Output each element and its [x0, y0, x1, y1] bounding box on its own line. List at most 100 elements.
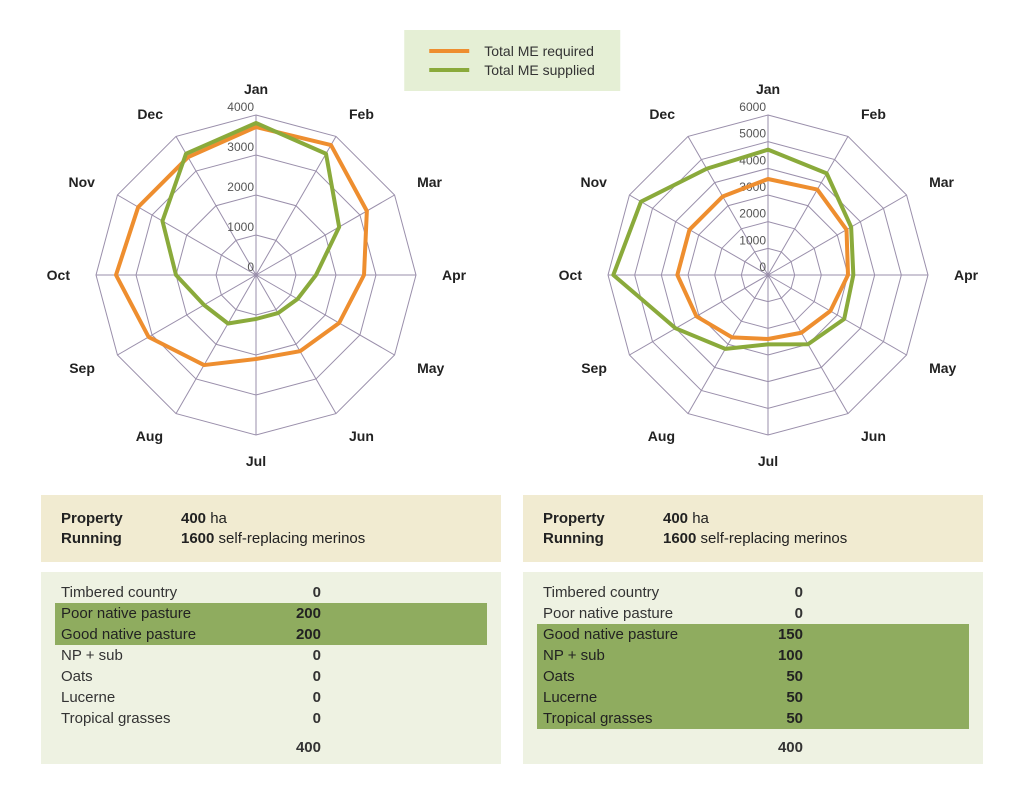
grid-spoke	[629, 275, 768, 355]
land-label: Oats	[61, 668, 261, 685]
table-left: Property 400 ha Running 1600 self-replac…	[41, 495, 501, 764]
property-label: Property	[543, 510, 663, 527]
month-label: Oct	[47, 267, 71, 283]
month-label: Feb	[349, 106, 374, 122]
land-label: Tropical grasses	[61, 710, 261, 727]
land-total-value: 400	[743, 739, 803, 756]
land-total-row: 400	[61, 733, 481, 756]
land-row: Poor native pasture200	[55, 603, 487, 624]
land-value: 100	[743, 647, 803, 664]
tick-label: 1000	[739, 233, 766, 247]
grid-spoke	[176, 275, 256, 414]
land-row: Oats50	[537, 666, 969, 687]
running-unit: self-replacing merinos	[701, 530, 848, 547]
land-value: 200	[261, 605, 321, 622]
month-label: Aug	[648, 428, 675, 444]
month-label: Jun	[861, 428, 886, 444]
land-label: Timbered country	[61, 584, 261, 601]
land-value: 50	[743, 710, 803, 727]
land-row: Tropical grasses50	[537, 708, 969, 729]
property-box: Property 400 ha Running 1600 self-replac…	[41, 495, 501, 562]
running-label: Running	[61, 530, 181, 547]
radar-chart-left: 01000200030004000JanFebMarAprMayJunJulAu…	[16, 60, 496, 480]
land-row: Lucerne50	[537, 687, 969, 708]
land-row: Tropical grasses0	[55, 708, 487, 729]
land-label: Poor native pasture	[61, 605, 261, 622]
legend-item: Total ME required	[429, 43, 595, 59]
month-label: Nov	[68, 174, 95, 190]
month-label: Jan	[244, 81, 268, 97]
month-label: Jul	[246, 453, 266, 469]
land-value: 150	[743, 626, 803, 643]
tick-label: 0	[759, 260, 766, 274]
month-label: Apr	[954, 267, 979, 283]
land-value: 50	[743, 668, 803, 685]
month-label: Sep	[581, 360, 607, 376]
month-label: May	[929, 360, 956, 376]
land-box-right: Timbered country0Poor native pasture0Goo…	[523, 572, 983, 764]
land-label: Tropical grasses	[543, 710, 743, 727]
month-label: May	[417, 360, 444, 376]
land-value: 0	[743, 605, 803, 622]
tick-label: 4000	[227, 100, 254, 114]
land-value: 0	[261, 668, 321, 685]
land-row: Lucerne0	[55, 687, 487, 708]
property-unit: ha	[210, 510, 227, 527]
month-label: Dec	[137, 106, 163, 122]
land-total-row: 400	[543, 733, 963, 756]
land-row: NP + sub100	[537, 645, 969, 666]
tick-label: 2000	[739, 207, 766, 221]
tables-row: Property 400 ha Running 1600 self-replac…	[0, 495, 1024, 764]
property-value: 400	[663, 510, 688, 527]
table-right: Property 400 ha Running 1600 self-replac…	[523, 495, 983, 764]
grid-spoke	[768, 195, 907, 275]
tick-label: 2000	[227, 180, 254, 194]
land-label: Lucerne	[61, 689, 261, 706]
month-label: Jun	[349, 428, 374, 444]
month-label: Jul	[758, 453, 778, 469]
month-label: Oct	[559, 267, 583, 283]
land-value: 50	[743, 689, 803, 706]
land-label: NP + sub	[543, 647, 743, 664]
running-value: 1600	[663, 530, 696, 547]
tick-label: 0	[247, 260, 254, 274]
running-unit: self-replacing merinos	[219, 530, 366, 547]
month-label: Apr	[442, 267, 467, 283]
month-label: Aug	[136, 428, 163, 444]
land-row: Good native pasture150	[537, 624, 969, 645]
land-value: 200	[261, 626, 321, 643]
land-value: 0	[261, 647, 321, 664]
grid-spoke	[256, 195, 395, 275]
land-label: Good native pasture	[543, 626, 743, 643]
property-unit: ha	[692, 510, 709, 527]
tick-label: 6000	[739, 100, 766, 114]
tick-label: 5000	[739, 127, 766, 141]
land-total-value: 400	[261, 739, 321, 756]
land-row: Oats0	[55, 666, 487, 687]
land-label: Lucerne	[543, 689, 743, 706]
tick-label: 3000	[227, 140, 254, 154]
land-row: Poor native pasture0	[537, 603, 969, 624]
land-box-left: Timbered country0Poor native pasture200G…	[41, 572, 501, 764]
running-label: Running	[543, 530, 663, 547]
month-label: Sep	[69, 360, 95, 376]
month-label: Feb	[861, 106, 886, 122]
tick-label: 1000	[227, 220, 254, 234]
series-line	[677, 179, 848, 339]
charts-row: 0 1000 2000 3000 4000 Jan Feb Mar Apr May Jun Jul Au…	[0, 60, 1024, 480]
legend-swatch	[429, 49, 469, 53]
running-value: 1600	[181, 530, 214, 547]
month-label: Jan	[756, 81, 780, 97]
land-value: 0	[261, 584, 321, 601]
month-label: Mar	[929, 174, 954, 190]
grid-spoke	[768, 136, 848, 275]
land-row: NP + sub0	[55, 645, 487, 666]
land-row: Timbered country0	[55, 582, 487, 603]
land-value: 0	[261, 689, 321, 706]
legend-label: Total ME required	[484, 43, 594, 59]
property-box: Property 400 ha Running 1600 self-replac…	[523, 495, 983, 562]
land-label: Good native pasture	[61, 626, 261, 643]
land-row: Timbered country0	[537, 582, 969, 603]
month-label: Dec	[649, 106, 675, 122]
month-label: Nov	[580, 174, 607, 190]
